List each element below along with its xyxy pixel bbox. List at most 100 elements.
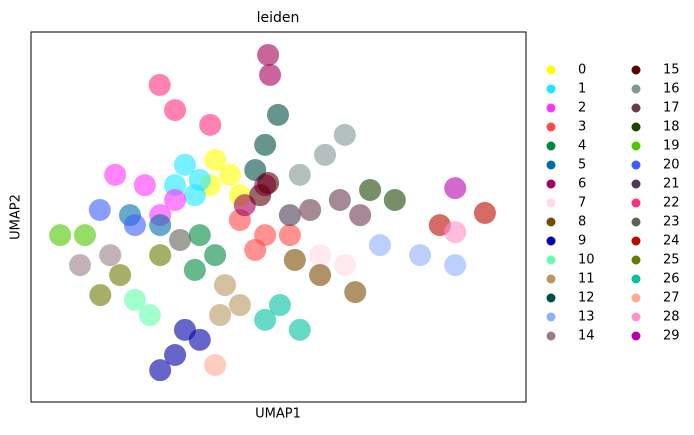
legend-label: 20 bbox=[663, 158, 680, 173]
legend-label: 8 bbox=[578, 215, 586, 230]
legend-label: 7 bbox=[578, 196, 586, 211]
legend-marker bbox=[631, 65, 641, 75]
legend-marker bbox=[546, 217, 556, 227]
legend-label: 0 bbox=[578, 63, 586, 78]
legend-label: 4 bbox=[578, 139, 586, 154]
point bbox=[168, 228, 191, 251]
point bbox=[214, 274, 237, 297]
point bbox=[314, 143, 337, 166]
legend-marker bbox=[631, 312, 641, 322]
point bbox=[278, 204, 301, 227]
legend-label: 17 bbox=[663, 101, 680, 116]
point bbox=[254, 308, 277, 331]
point bbox=[148, 73, 171, 96]
point bbox=[149, 214, 172, 237]
point bbox=[409, 244, 432, 267]
legend-label: 29 bbox=[663, 329, 680, 344]
legend-marker bbox=[546, 331, 556, 341]
legend-label: 16 bbox=[663, 82, 680, 97]
point bbox=[204, 354, 227, 376]
point bbox=[299, 198, 322, 221]
point bbox=[268, 294, 291, 317]
point bbox=[164, 188, 187, 211]
point bbox=[283, 248, 306, 271]
point bbox=[444, 177, 467, 200]
point bbox=[278, 224, 301, 247]
legend-marker bbox=[546, 84, 556, 94]
legend-marker bbox=[631, 122, 641, 132]
point bbox=[204, 244, 227, 267]
legend-marker bbox=[546, 293, 556, 303]
point bbox=[218, 163, 241, 186]
point bbox=[209, 304, 232, 327]
legend-label: 2 bbox=[578, 101, 586, 116]
point bbox=[133, 174, 156, 197]
legend-marker bbox=[546, 103, 556, 113]
legend-marker bbox=[631, 217, 641, 227]
legend-marker bbox=[546, 198, 556, 208]
legend-marker bbox=[546, 236, 556, 246]
point bbox=[204, 149, 227, 172]
plot-area bbox=[49, 43, 496, 382]
point bbox=[309, 264, 332, 287]
legend-label: 21 bbox=[663, 177, 680, 192]
point bbox=[88, 198, 111, 221]
point bbox=[328, 188, 351, 211]
legend-marker bbox=[546, 141, 556, 151]
legend-marker bbox=[631, 236, 641, 246]
legend-marker bbox=[631, 103, 641, 113]
point bbox=[149, 244, 172, 267]
legend-label: 1 bbox=[578, 82, 586, 97]
legend-label: 9 bbox=[578, 234, 586, 249]
point bbox=[183, 258, 206, 281]
point bbox=[228, 294, 251, 317]
point bbox=[104, 163, 127, 186]
point bbox=[309, 244, 332, 267]
point bbox=[349, 204, 372, 227]
legend-label: 23 bbox=[663, 215, 680, 230]
legend-marker bbox=[631, 179, 641, 189]
point bbox=[254, 133, 277, 156]
x-axis-label: UMAP1 bbox=[255, 407, 301, 422]
point bbox=[257, 43, 280, 66]
point bbox=[333, 123, 356, 146]
legend-marker bbox=[631, 274, 641, 284]
point bbox=[267, 103, 290, 126]
legend-label: 6 bbox=[578, 177, 586, 192]
legend-marker bbox=[631, 255, 641, 265]
point bbox=[49, 224, 72, 247]
legend-marker bbox=[631, 84, 641, 94]
legend-marker bbox=[546, 255, 556, 265]
legend-marker bbox=[546, 179, 556, 189]
legend-label: 18 bbox=[663, 120, 680, 135]
point bbox=[333, 254, 356, 277]
legend-label: 25 bbox=[663, 253, 680, 268]
legend-marker bbox=[546, 65, 556, 75]
legend-marker bbox=[546, 274, 556, 284]
legend-marker bbox=[631, 331, 641, 341]
point bbox=[173, 153, 196, 176]
point bbox=[164, 344, 187, 367]
point bbox=[383, 188, 406, 211]
point bbox=[444, 254, 467, 277]
point bbox=[368, 234, 391, 257]
legend-label: 19 bbox=[663, 139, 680, 154]
point bbox=[188, 224, 211, 247]
legend-marker bbox=[631, 293, 641, 303]
point bbox=[99, 244, 122, 267]
point bbox=[188, 328, 211, 351]
point bbox=[183, 184, 206, 207]
plot-frame bbox=[30, 31, 527, 403]
legend-label: 13 bbox=[578, 310, 595, 325]
point bbox=[344, 281, 367, 304]
chart-title: leiden bbox=[257, 10, 300, 26]
point bbox=[109, 264, 132, 287]
point bbox=[199, 113, 222, 136]
point bbox=[164, 99, 187, 122]
legend-label: 22 bbox=[663, 196, 680, 211]
legend-label: 5 bbox=[578, 158, 586, 173]
legend-label: 10 bbox=[578, 253, 595, 268]
point bbox=[89, 284, 112, 307]
legend-label: 24 bbox=[663, 234, 680, 249]
